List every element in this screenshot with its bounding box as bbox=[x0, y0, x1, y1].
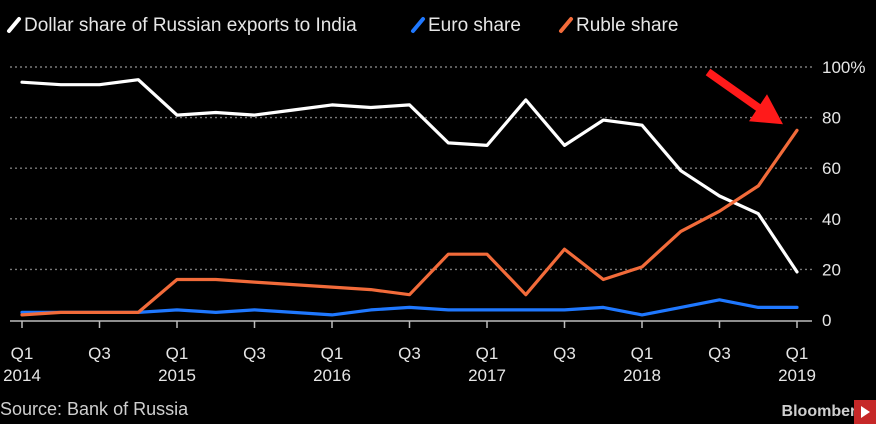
x-tick-label: Q3 bbox=[708, 344, 731, 363]
x-tick-year: 2015 bbox=[158, 366, 196, 385]
series-line bbox=[20, 78, 799, 274]
legend-label: Ruble share bbox=[576, 15, 678, 36]
y-tick-label: 60 bbox=[822, 159, 841, 178]
legend: Dollar share of Russian exports to India… bbox=[7, 15, 678, 36]
legend-swatch bbox=[411, 17, 425, 33]
y-tick-label: 80 bbox=[822, 109, 841, 128]
x-tick-label: Q1 bbox=[786, 344, 809, 363]
legend-label: Dollar share of Russian exports to India bbox=[24, 15, 357, 36]
x-tick-label: Q3 bbox=[398, 344, 421, 363]
y-tick-label: 20 bbox=[822, 260, 841, 279]
x-tick-label: Q1 bbox=[166, 344, 189, 363]
series-line bbox=[20, 128, 799, 317]
y-tick-label: 0 bbox=[822, 311, 831, 330]
annotation-arrow-head bbox=[749, 94, 783, 125]
x-tick-label: Q3 bbox=[553, 344, 576, 363]
y-tick-label: 40 bbox=[822, 210, 841, 229]
series-line bbox=[20, 298, 799, 317]
x-tick-year: 2016 bbox=[313, 366, 351, 385]
annotation-arrow bbox=[705, 68, 783, 125]
x-tick-year: 2017 bbox=[468, 366, 506, 385]
x-tick-year: 2018 bbox=[623, 366, 661, 385]
play-icon[interactable] bbox=[854, 400, 876, 424]
x-tick-year: 2014 bbox=[3, 366, 41, 385]
x-tick-year: 2019 bbox=[778, 366, 816, 385]
legend-swatch bbox=[559, 17, 573, 33]
x-tick-label: Q1 bbox=[321, 344, 344, 363]
y-tick-label: 100% bbox=[822, 58, 865, 77]
x-tick-label: Q1 bbox=[476, 344, 499, 363]
source-note: Source: Bank of Russia bbox=[0, 399, 189, 419]
x-tick-label: Q3 bbox=[88, 344, 111, 363]
x-tick-label: Q1 bbox=[631, 344, 654, 363]
annotation-arrow-shaft bbox=[705, 68, 768, 116]
x-tick-label: Q3 bbox=[243, 344, 266, 363]
brand-logo: Bloomberg bbox=[781, 403, 866, 420]
legend-swatch bbox=[7, 17, 21, 33]
legend-label: Euro share bbox=[428, 15, 521, 36]
x-tick-label: Q1 bbox=[11, 344, 34, 363]
